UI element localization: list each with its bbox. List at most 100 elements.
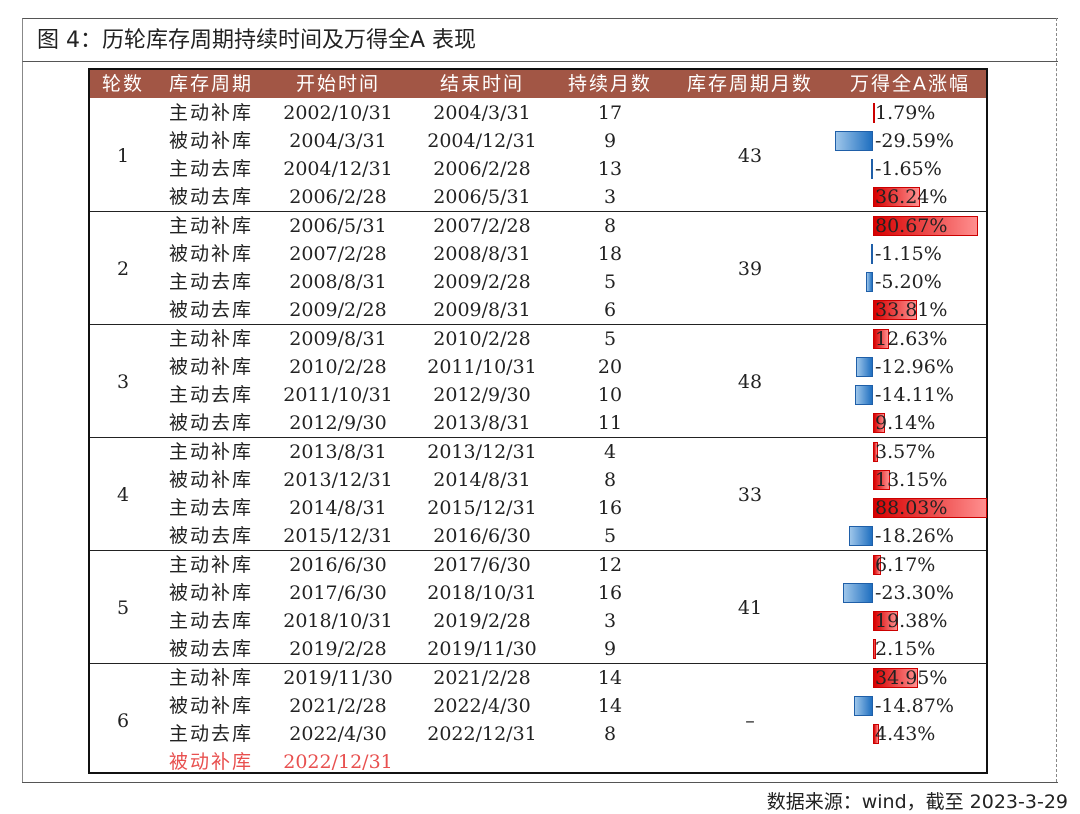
cell-phase: 被动补库: [168, 469, 253, 491]
cell-start: 2016/6/30: [289, 554, 387, 576]
round-number: 6: [116, 709, 130, 732]
change-label: -29.59%: [875, 130, 954, 152]
cell-months: 12: [597, 554, 623, 576]
positive-bar: [873, 639, 876, 659]
cell-start: 2002/10/31: [283, 102, 393, 124]
cell-phase: 主动补库: [168, 215, 253, 237]
cell-start: 2012/9/30: [289, 412, 387, 434]
cell-end: 2007/2/28: [433, 215, 531, 237]
round-number: 1: [116, 144, 130, 167]
figure-left-border: [22, 62, 23, 782]
cell-end: 2013/8/31: [433, 412, 531, 434]
positive-bar: [873, 470, 891, 490]
cell-start: 2014/8/31: [289, 497, 387, 519]
cell-months: 18: [597, 243, 623, 265]
positive-bar: [873, 300, 917, 320]
change-label: -1.65%: [875, 158, 942, 180]
cell-months: 13: [597, 158, 623, 180]
cell-phase: 主动去库: [168, 723, 253, 745]
cell-end: 2021/2/28: [433, 667, 531, 689]
cell-end: 2022/4/30: [433, 695, 531, 717]
cell-phase: 被动补库: [168, 243, 253, 265]
cell-end: 2015/12/31: [427, 497, 537, 519]
change-label: -1.15%: [875, 243, 942, 265]
cell-months: 5: [603, 525, 617, 547]
figure-bottom-rule: [22, 782, 1058, 783]
cell-end: 2008/8/31: [433, 243, 531, 265]
cell-end: 2010/2/28: [433, 328, 531, 350]
cell-start: 2022/4/30: [289, 723, 387, 745]
change-label: 19.38%: [875, 610, 948, 632]
cell-phase: 被动去库: [168, 525, 253, 547]
cell-months: 17: [597, 102, 623, 124]
header-cycle-months: 库存周期月数: [686, 73, 813, 95]
cell-start: 2019/11/30: [283, 667, 393, 689]
cell-months: 16: [597, 582, 623, 604]
cell-months: 8: [603, 215, 617, 237]
table-header: [90, 70, 986, 98]
cell-months: 8: [603, 469, 617, 491]
header-months: 持续月数: [567, 73, 652, 95]
header-start: 开始时间: [295, 73, 380, 95]
change-label: -12.96%: [875, 356, 954, 378]
cell-months: 3: [603, 610, 617, 632]
cell-phase: 主动补库: [168, 667, 253, 689]
change-label: 36.24%: [875, 186, 948, 208]
negative-bar: [870, 159, 873, 179]
positive-bar: [873, 187, 921, 207]
cell-phase: 被动去库: [168, 638, 253, 660]
cell-start: 2015/12/31: [283, 525, 393, 547]
positive-bar: [873, 103, 876, 123]
cycle-total-months: –: [745, 709, 755, 732]
cell-phase: 主动去库: [168, 384, 253, 406]
negative-bar: [842, 583, 873, 603]
cell-start: 2021/2/28: [289, 695, 387, 717]
group-divider: [90, 437, 986, 438]
group-divider: [90, 211, 986, 212]
cell-start: 2013/12/31: [283, 469, 393, 491]
cell-months: 16: [597, 497, 623, 519]
cell-months: 9: [603, 638, 617, 660]
cell-months: 9: [603, 130, 617, 152]
cell-start: 2006/5/31: [289, 215, 387, 237]
header-round: 轮数: [101, 73, 144, 95]
cell-end: [410, 748, 554, 776]
cell-months: 8: [603, 723, 617, 745]
cell-phase: 主动去库: [168, 158, 253, 180]
cell-months: 6: [603, 299, 617, 321]
cell-phase: 主动去库: [168, 497, 253, 519]
cell-months: 14: [597, 667, 623, 689]
change-label: 3.57%: [875, 441, 936, 463]
negative-bar: [853, 696, 873, 716]
change-label: 13.15%: [875, 469, 948, 491]
cell-phase: 被动补库: [168, 582, 253, 604]
header-end: 结束时间: [439, 73, 524, 95]
cell-start: 2004/12/31: [283, 158, 393, 180]
change-label: 88.03%: [875, 497, 948, 519]
cell-start: 2017/6/30: [289, 582, 387, 604]
cell-end: 2022/12/31: [427, 723, 537, 745]
cell-months: 5: [603, 328, 617, 350]
cell-start: 2010/2/28: [289, 356, 387, 378]
cell-end: 2004/3/31: [433, 102, 531, 124]
cell-months: 4: [603, 441, 617, 463]
cycle-total-months: 33: [737, 483, 763, 506]
cell-end: 2018/10/31: [427, 582, 537, 604]
negative-bar: [856, 357, 873, 377]
change-label: 34.95%: [875, 667, 948, 689]
change-label: 1.79%: [875, 102, 936, 124]
negative-bar: [834, 131, 873, 151]
cycle-total-months: 41: [737, 596, 763, 619]
figure-right-border: [1056, 18, 1058, 782]
cell-months: 5: [603, 271, 617, 293]
cell-start: 2018/10/31: [283, 610, 393, 632]
cell-end: 2014/8/31: [433, 469, 531, 491]
positive-bar: [873, 216, 978, 236]
cell-phase: 主动补库: [168, 554, 253, 576]
cell-start: 2004/3/31: [289, 130, 387, 152]
cell-end: 2019/11/30: [427, 638, 537, 660]
cell-start: 2006/2/28: [289, 186, 387, 208]
positive-bar: [873, 329, 890, 349]
change-label: 2.15%: [875, 638, 936, 660]
change-label: -23.30%: [875, 582, 954, 604]
